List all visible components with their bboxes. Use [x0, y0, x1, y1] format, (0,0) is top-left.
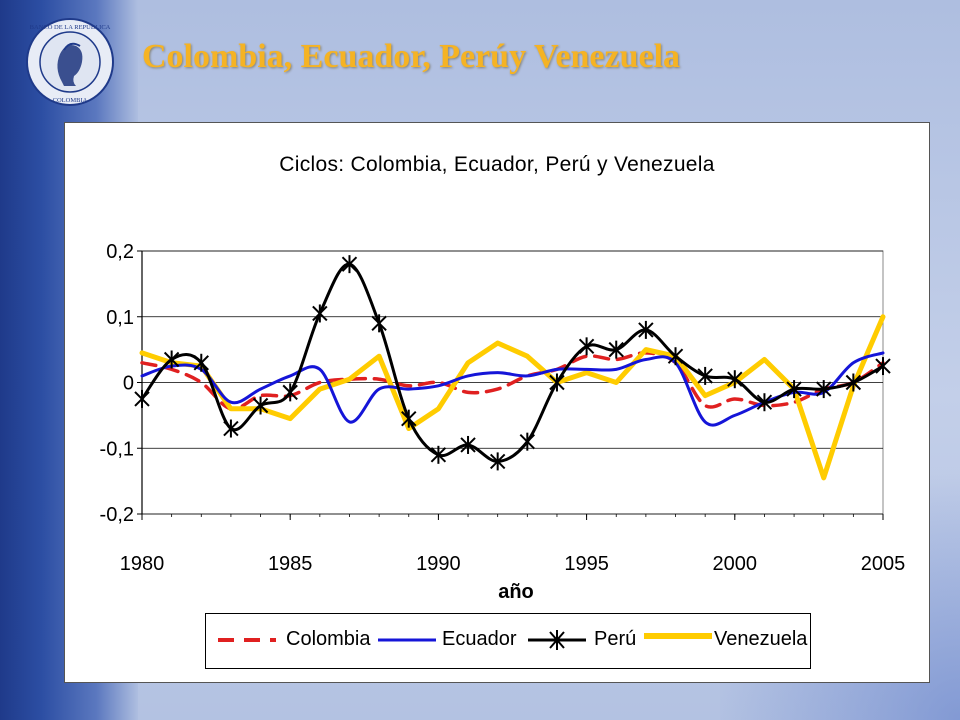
legend-label-peru: Perú	[594, 628, 637, 650]
data-point-peru	[341, 255, 358, 274]
series-line-ecuador	[140, 351, 885, 427]
slide-title: Colombia, Ecuador, Perúy Venezuela	[142, 38, 681, 75]
data-point-peru	[667, 347, 684, 366]
data-point-peru	[371, 314, 387, 333]
data-point-peru	[134, 389, 150, 408]
legend-label-venezuela: Venezuela	[714, 628, 808, 650]
data-point-peru	[252, 396, 269, 415]
data-point-peru	[223, 419, 239, 438]
x-tick-label: 2000	[713, 553, 758, 575]
data-point-peru	[430, 445, 447, 464]
data-point-peru	[312, 304, 328, 323]
y-tick-label: -0,1	[100, 438, 134, 460]
data-point-peru	[549, 373, 565, 392]
data-point-peru	[519, 432, 536, 451]
data-point-peru	[816, 380, 832, 399]
data-point-peru	[193, 353, 209, 372]
data-point-peru	[401, 409, 417, 428]
data-point-peru	[845, 373, 862, 392]
y-tick-label: -0,2	[100, 504, 134, 526]
data-point-peru	[638, 320, 654, 339]
data-point-peru	[608, 340, 624, 359]
legend-swatch-peru	[528, 630, 586, 650]
data-point-peru	[163, 350, 180, 369]
y-tick-label: 0,2	[106, 241, 134, 263]
legend-swatch-venezuela	[644, 633, 712, 639]
legend-swatch-colombia	[218, 638, 276, 642]
x-tick-label: 1995	[564, 553, 609, 575]
series-line-peru	[140, 262, 885, 463]
chart-plot: -0,2 -0,1 0 0,1 0,2 1980 1985 1990 1995 2000 2005	[100, 241, 906, 575]
x-tick-label: 1980	[120, 553, 165, 575]
y-tick-label: 0,1	[106, 307, 134, 329]
legend-label-ecuador: Ecuador	[442, 628, 517, 650]
data-point-peru	[786, 380, 802, 399]
data-point-peru	[756, 393, 773, 412]
banco-republica-seal-logo: BANCO DE LA REPUBLICA COLOMBIA	[26, 18, 114, 106]
y-tick-label: 0	[123, 373, 134, 395]
x-tick-label: 2005	[861, 553, 906, 575]
data-point-peru	[727, 370, 743, 389]
chart-panel: -0,2 -0,1 0 0,1 0,2 1980 1985 1990 1995 2000 2005 …	[64, 122, 930, 683]
data-point-peru	[489, 452, 506, 471]
data-point-peru	[578, 337, 595, 356]
legend-swatch-ecuador	[378, 638, 436, 642]
x-tick-label: 1990	[416, 553, 461, 575]
svg-text:BANCO DE LA REPUBLICA: BANCO DE LA REPUBLICA	[30, 24, 111, 31]
data-point-peru	[460, 435, 476, 454]
x-axis-label: año	[498, 581, 534, 603]
data-point-peru	[282, 383, 298, 402]
legend-label-colombia: Colombia	[286, 628, 371, 650]
chart-title: Ciclos: Colombia, Ecuador, Perú y Venezu…	[279, 153, 715, 176]
x-tick-label: 1985	[268, 553, 313, 575]
data-point-peru	[697, 366, 713, 385]
data-point-peru	[875, 357, 891, 376]
chart-legend: Colombia Ecuador Perú Venezuela	[205, 613, 811, 669]
svg-text:COLOMBIA: COLOMBIA	[53, 97, 88, 104]
